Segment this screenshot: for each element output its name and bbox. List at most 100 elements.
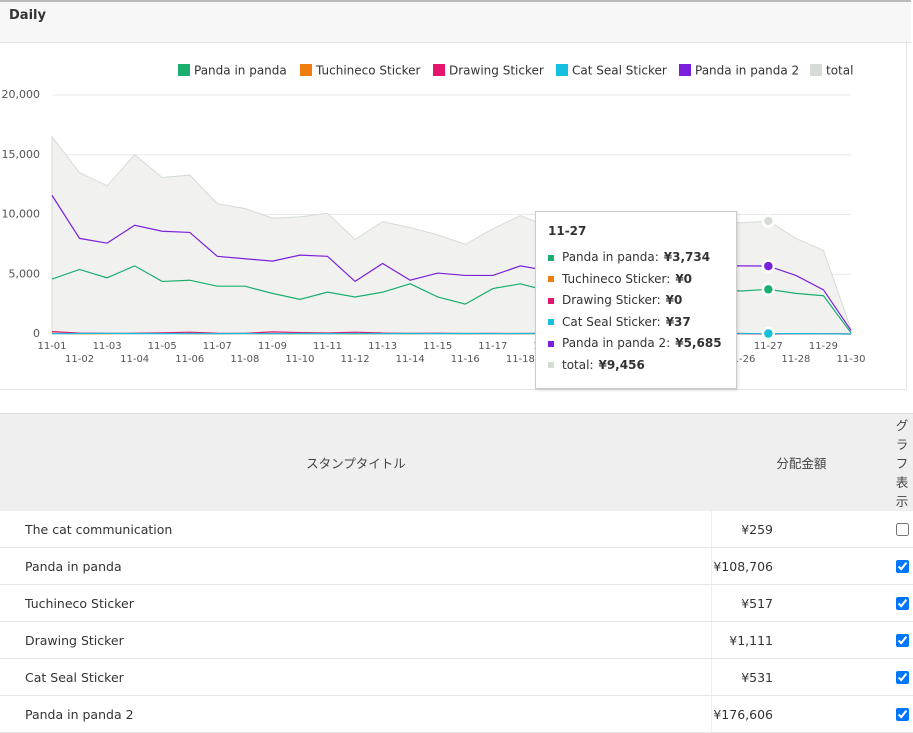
y-tick-label: 20,000 [2,88,41,101]
y-tick-label: 5,000 [9,267,41,280]
sticker-title: Panda in panda [0,547,712,585]
tooltip-label: Panda in panda: [562,250,659,264]
tooltip-value: ¥3,734 [663,250,711,264]
x-tick-label: 11-27 [754,341,783,352]
graph-toggle-cell [891,584,913,622]
x-tick-label: 11-03 [93,341,122,352]
amount: ¥517 [711,584,891,622]
graph-checkbox[interactable] [896,633,909,647]
sticker-title: Cat Seal Sticker [0,658,712,696]
table-row: Panda in panda 2 ¥176,606 [0,695,913,733]
graph-checkbox[interactable] [896,522,909,536]
x-tick-label: 11-28 [781,354,810,365]
sticker-title: Panda in panda 2 [0,695,712,733]
table-header: スタンプタイトル 分配金額 グラフ表示 [0,413,913,511]
graph-toggle-cell [891,511,913,548]
tooltip-row: total: ¥9,456 [548,358,645,372]
tooltip-dot [548,276,554,282]
legend-swatch [178,64,190,76]
amount: ¥531 [711,658,891,696]
x-tick-label: 11-16 [451,354,480,365]
tooltip-value: ¥37 [665,314,691,329]
tooltip-dot [548,362,554,368]
y-tick-label: 0 [33,327,40,340]
tooltip-label: total: [562,357,594,372]
x-tick-label: 11-07 [203,341,232,352]
graph-toggle-cell [891,547,913,585]
tooltip-value: ¥9,456 [598,357,645,372]
tooltip-row: Tuchineco Sticker: ¥0 [548,272,692,286]
tooltip-value: ¥5,685 [675,336,722,350]
hover-marker [761,214,776,228]
legend-label: Cat Seal Sticker [572,64,667,78]
tooltip-dot [548,254,554,261]
graph-checkbox[interactable] [896,707,909,721]
y-tick-label: 15,000 [2,148,41,161]
hover-marker [761,282,776,297]
chart-panel [0,41,907,390]
legend-swatch [300,64,312,76]
column-header: グラフ表示 [891,413,913,511]
x-tick-label: 11-12 [341,354,370,365]
x-tick-label: 11-05 [148,341,177,352]
x-tick-label: 11-29 [809,341,838,352]
x-tick-label: 11-17 [478,341,507,352]
amount: ¥1,111 [711,621,891,659]
legend-label: Panda in panda 2 [695,64,799,78]
x-tick-label: 11-13 [368,341,397,352]
graph-checkbox[interactable] [896,670,909,684]
x-tick-label: 11-26 [726,354,755,365]
tooltip-label: Drawing Sticker: [562,293,661,307]
table-row: Tuchineco Sticker ¥517 [0,584,913,622]
x-tick-label: 11-06 [175,354,204,365]
tooltip-row: Panda in panda 2: ¥5,685 [548,336,722,350]
tooltip-label: Cat Seal Sticker: [562,314,661,329]
x-tick-label: 11-08 [230,354,259,365]
x-tick-label: 11-15 [423,341,452,352]
legend-swatch [433,64,445,76]
tooltip-dot [548,340,554,347]
x-tick-label: 11-09 [258,341,287,352]
column-header: 分配金額 [711,413,891,511]
graph-checkbox[interactable] [896,559,909,573]
y-tick-label: 10,000 [2,208,41,221]
table-row: Cat Seal Sticker ¥531 [0,658,913,696]
x-tick-label: 11-04 [120,354,149,365]
legend-label: Panda in panda [194,64,287,78]
tooltip: 11-27 Panda in panda: ¥3,734 Tuchineco Stic… [535,211,737,389]
legend-label: total [826,64,853,78]
header-bar: Daily [0,0,911,43]
tooltip-dot [548,319,554,325]
table-row: Panda in panda ¥108,706 [0,547,913,585]
sticker-title: The cat communication [0,511,712,548]
x-tick-label: 11-01 [37,341,66,352]
table: スタンプタイトル 分配金額 グラフ表示 The cat communicatio… [0,413,913,733]
legend-swatch [556,64,568,76]
x-tick-label: 11-18 [506,354,535,365]
sticker-title: Tuchineco Sticker [0,584,712,622]
tooltip-title: 11-27 [548,224,587,238]
table-row: Drawing Sticker ¥1,111 [0,621,913,659]
sticker-title: Drawing Sticker [0,621,712,659]
tooltip-row: Drawing Sticker: ¥0 [548,293,682,307]
tooltip-value: ¥0 [675,271,693,286]
tooltip-dot [548,297,554,304]
hover-marker [761,259,776,273]
tooltip-label: Tuchineco Sticker: [562,271,671,286]
graph-toggle-cell [891,695,913,733]
graph-toggle-cell [891,658,913,696]
legend-label: Tuchineco Sticker [315,64,421,78]
legend-swatch [679,64,691,76]
column-header: スタンプタイトル [0,413,712,511]
header-title: Daily [9,8,46,23]
x-tick-label: 11-10 [285,354,314,365]
tooltip-row: Cat Seal Sticker: ¥37 [548,315,691,329]
graph-toggle-cell [891,621,913,659]
amount: ¥176,606 [711,695,891,733]
graph-checkbox[interactable] [896,596,909,610]
tooltip-value: ¥0 [665,293,683,307]
legend-swatch [810,64,822,76]
tooltip-row: Panda in panda: ¥3,734 [548,250,710,264]
x-tick-label: 11-11 [313,341,342,352]
